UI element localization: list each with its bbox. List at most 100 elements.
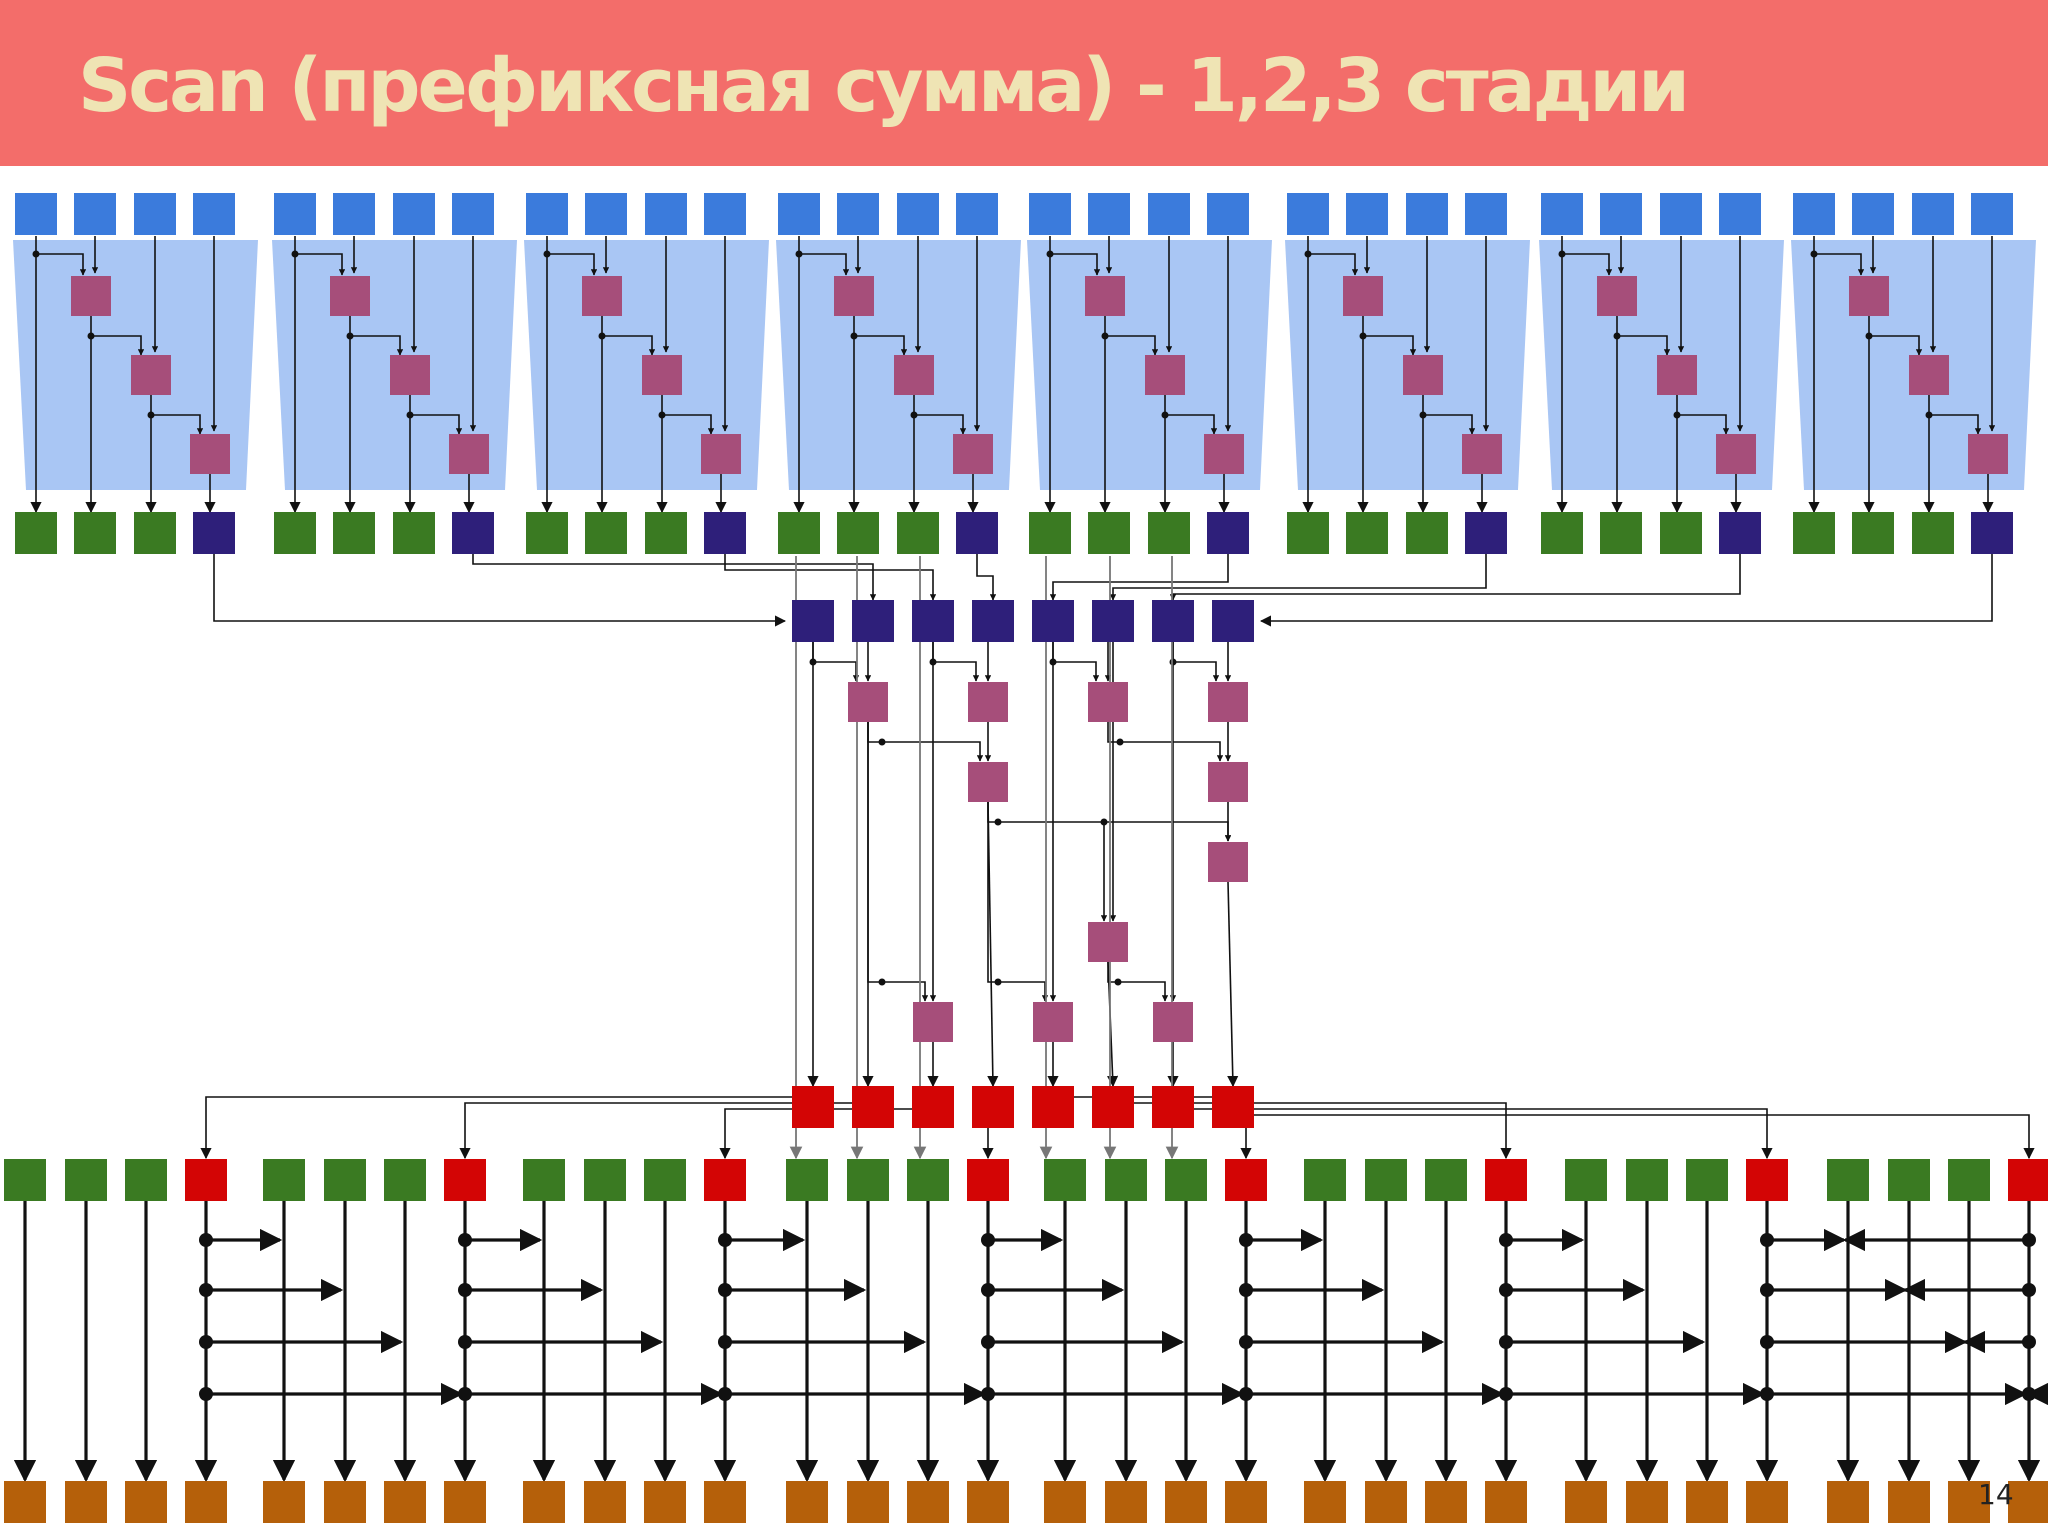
- adder-node: [582, 276, 622, 316]
- adder-node: [1462, 434, 1502, 474]
- partial-sum-element: [1088, 512, 1130, 554]
- branch-dot: [1116, 738, 1124, 746]
- adder-node: [131, 355, 171, 395]
- partial-sum-element: [15, 512, 57, 554]
- add-carry-dot: [1760, 1387, 1774, 1401]
- carry-element: [852, 1086, 894, 1128]
- partial-sum-element: [1346, 512, 1388, 554]
- partial-sum-element: [584, 1159, 626, 1201]
- tree-output-wire: [1227, 881, 1239, 1088]
- adder-node: [1849, 276, 1889, 316]
- carry-element: [444, 1159, 486, 1201]
- carry-element: [2008, 1159, 2048, 1201]
- adder-node: [330, 276, 370, 316]
- partial-sum-element: [1406, 512, 1448, 554]
- output-element: [1225, 1481, 1267, 1523]
- output-element: [1304, 1481, 1346, 1523]
- input-element: [1793, 193, 1835, 235]
- carry-wire: [1165, 414, 1218, 435]
- output-element: [1044, 1481, 1086, 1523]
- carry-wire: [1562, 253, 1613, 276]
- output-element: [1485, 1481, 1527, 1523]
- partial-sum-element: [1912, 512, 1954, 554]
- total-route-wire: [1259, 554, 1993, 627]
- partial-sum-element: [134, 512, 176, 554]
- adder-node: [953, 434, 993, 474]
- input-element: [452, 193, 494, 235]
- partial-sum-element: [263, 1159, 305, 1201]
- branch-dot: [1359, 332, 1367, 340]
- adder-node: [1597, 276, 1637, 316]
- add-carry-dot: [981, 1335, 995, 1349]
- carry-wire: [91, 335, 145, 356]
- output-element: [523, 1481, 565, 1523]
- block-total-element: [1719, 512, 1761, 554]
- page-number: 14: [1978, 1478, 2014, 1511]
- block-total-element: [1207, 512, 1249, 554]
- carry-wire: [1929, 414, 1982, 435]
- carry-element: [185, 1159, 227, 1201]
- branch-dot: [1161, 411, 1169, 419]
- partial-sum-element: [585, 512, 627, 554]
- block-total-element: [1971, 512, 2013, 554]
- add-carry-dot: [718, 1283, 732, 1297]
- output-element: [125, 1481, 167, 1523]
- block-total-element: [1212, 600, 1254, 642]
- partial-sum-element: [74, 512, 116, 554]
- add-carry-dot: [2022, 1283, 2036, 1297]
- carry-wire: [914, 414, 967, 435]
- total-route-wire: [724, 554, 937, 601]
- carry-wire: [1617, 335, 1671, 356]
- branch-dot: [850, 332, 858, 340]
- add-carry-dot: [981, 1387, 995, 1401]
- add-carry-dot: [199, 1387, 213, 1401]
- partial-sum-element: [1626, 1159, 1668, 1201]
- tree-carry-wire: [987, 802, 1049, 1002]
- carry-distribute-wire: [459, 1102, 853, 1160]
- add-carry-dot: [718, 1233, 732, 1247]
- block-total-element: [792, 600, 834, 642]
- partial-sum-element: [384, 1159, 426, 1201]
- partial-sum-element: [1948, 1159, 1990, 1201]
- tree-output-wire: [987, 801, 999, 1088]
- carry-element: [1225, 1159, 1267, 1201]
- input-element: [393, 193, 435, 235]
- total-route-wire: [1049, 554, 1229, 601]
- branch-dot: [543, 250, 551, 258]
- adder-node: [701, 434, 741, 474]
- partial-sum-element: [907, 1159, 949, 1201]
- output-element: [1948, 1481, 1990, 1523]
- input-element: [1148, 193, 1190, 235]
- carry-wire: [547, 253, 598, 276]
- output-element: [1425, 1481, 1467, 1523]
- carry-wire: [1308, 253, 1359, 276]
- branch-dot: [32, 250, 40, 258]
- carry-distribute-wire: [1133, 1102, 1512, 1160]
- carry-element: [1092, 1086, 1134, 1128]
- output-element: [1565, 1481, 1607, 1523]
- input-element: [1406, 193, 1448, 235]
- partial-sum-element: [847, 1159, 889, 1201]
- branch-dot: [910, 411, 918, 419]
- carry-element: [1485, 1159, 1527, 1201]
- partial-sum-element: [1600, 512, 1642, 554]
- output-element: [1626, 1481, 1668, 1523]
- input-element: [1029, 193, 1071, 235]
- adder-node: [1145, 355, 1185, 395]
- output-element: [1746, 1481, 1788, 1523]
- carry-element: [1212, 1086, 1254, 1128]
- carry-wire: [1050, 253, 1101, 276]
- add-carry-dot: [1760, 1283, 1774, 1297]
- branch-dot: [1114, 978, 1122, 986]
- input-element: [778, 193, 820, 235]
- input-element: [1600, 193, 1642, 235]
- add-carry-dot: [458, 1335, 472, 1349]
- adder-node: [1208, 842, 1248, 882]
- input-element: [1719, 193, 1761, 235]
- adder-node: [968, 762, 1008, 802]
- input-element: [837, 193, 879, 235]
- input-element: [1287, 193, 1329, 235]
- input-element: [1852, 193, 1894, 235]
- partial-sum-element: [1029, 512, 1071, 554]
- branch-dot: [87, 332, 95, 340]
